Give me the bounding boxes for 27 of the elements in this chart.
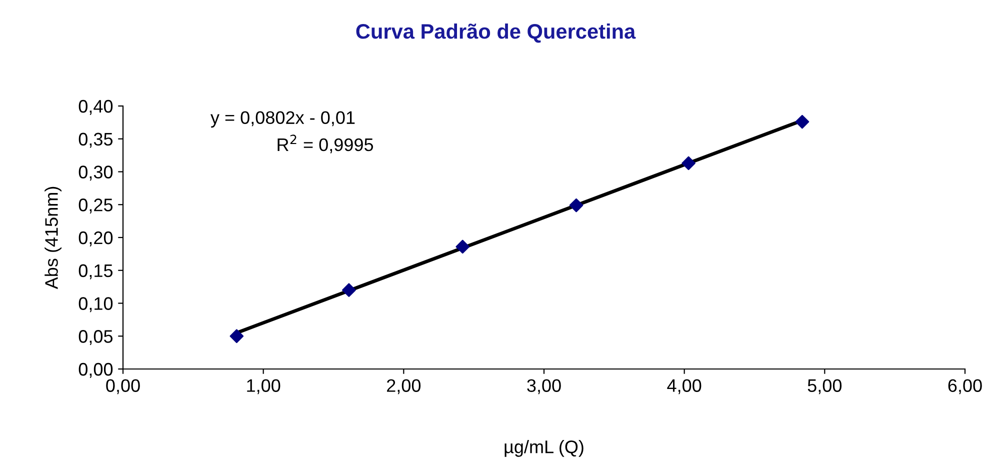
x-tick-label: 0,00 xyxy=(106,379,140,394)
x-tick-label: 1,00 xyxy=(247,379,280,394)
x-tick-label: 4,00 xyxy=(667,379,702,394)
y-tick-label: 0,00 xyxy=(78,362,113,378)
x-tick-label: 6,00 xyxy=(948,379,982,394)
y-tick-label: 0,35 xyxy=(78,132,113,148)
x-tick-label: 5,00 xyxy=(808,379,842,394)
point xyxy=(230,329,244,344)
x-axis-title: µg/mL (Q) xyxy=(504,440,584,457)
point xyxy=(569,198,584,212)
y-tick-label: 0,10 xyxy=(78,297,113,312)
y-axis-title: Abs (415nm) xyxy=(44,186,62,290)
annotation: R$^{2}$ = 0,9995 xyxy=(278,134,374,154)
point xyxy=(682,156,696,170)
annotation: y = 0,0802x - 0,01 xyxy=(210,111,355,128)
x-tick-label: 3,00 xyxy=(527,379,561,394)
point xyxy=(795,114,810,129)
point xyxy=(456,240,470,254)
y-tick-label: 0,25 xyxy=(78,198,113,214)
chart-title: Curva Padrão de Quercetina xyxy=(356,24,636,43)
y-tick-label: 0,05 xyxy=(78,330,113,345)
y-tick-label: 0,20 xyxy=(78,231,113,246)
y-tick-label: 0,40 xyxy=(78,100,113,115)
y-tick-label: 0,30 xyxy=(78,166,113,181)
point xyxy=(342,283,356,298)
y-tick-label: 0,15 xyxy=(78,264,113,280)
x-tick-label: 2,00 xyxy=(387,379,421,394)
